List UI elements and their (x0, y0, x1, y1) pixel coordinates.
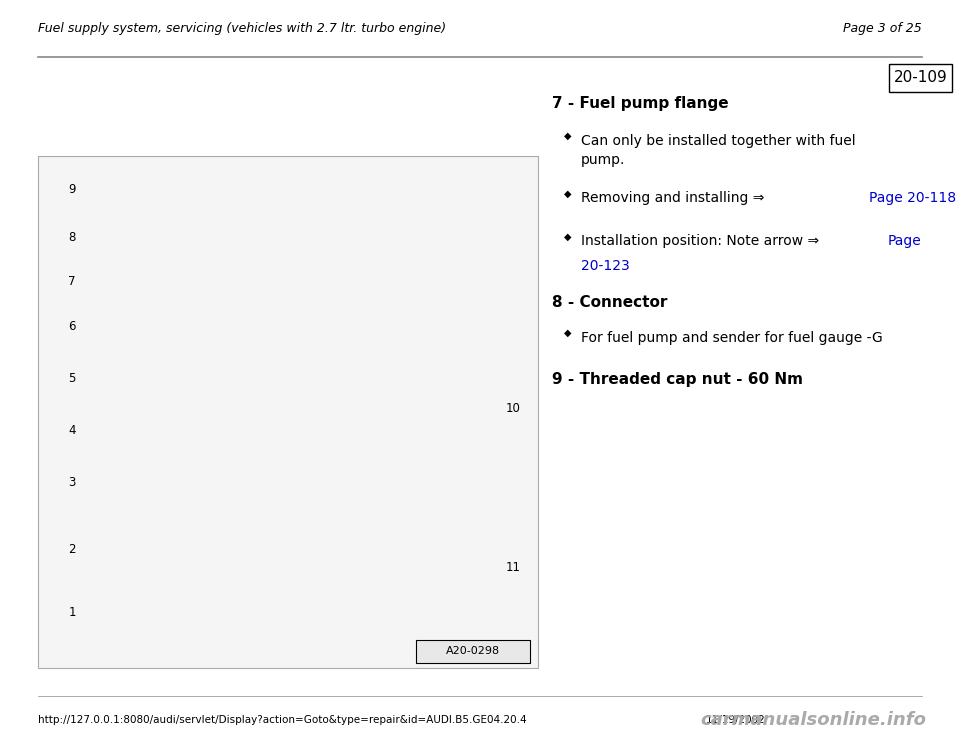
Text: 3: 3 (68, 476, 76, 489)
Text: 9: 9 (68, 183, 76, 196)
Text: For fuel pump and sender for fuel gauge -G: For fuel pump and sender for fuel gauge … (581, 331, 882, 345)
Text: 9 - Threaded cap nut - 60 Nm: 9 - Threaded cap nut - 60 Nm (552, 372, 803, 387)
Text: 11: 11 (506, 561, 521, 574)
Text: Installation position: Note arrow ⇒: Installation position: Note arrow ⇒ (581, 234, 824, 249)
Text: ◆: ◆ (564, 328, 571, 338)
Text: ◆: ◆ (564, 232, 571, 241)
Text: Removing and installing ⇒: Removing and installing ⇒ (581, 191, 769, 206)
Text: Page: Page (888, 234, 922, 249)
Text: 7: 7 (68, 275, 76, 289)
Text: 5: 5 (68, 372, 76, 385)
FancyBboxPatch shape (38, 156, 538, 668)
Text: 8: 8 (68, 231, 76, 244)
Text: 20-109: 20-109 (894, 70, 948, 85)
Text: http://127.0.0.1:8080/audi/servlet/Display?action=Goto&type=repair&id=AUDI.B5.GE: http://127.0.0.1:8080/audi/servlet/Displ… (38, 715, 527, 725)
Text: carmanualsonline.info: carmanualsonline.info (701, 711, 926, 729)
Text: Fuel supply system, servicing (vehicles with 2.7 ltr. turbo engine): Fuel supply system, servicing (vehicles … (38, 22, 446, 35)
Text: A20-0298: A20-0298 (446, 646, 500, 657)
Text: 4: 4 (68, 424, 76, 437)
Text: Page 3 of 25: Page 3 of 25 (843, 22, 922, 35)
Text: 10: 10 (506, 401, 521, 415)
Text: 20-123: 20-123 (581, 259, 630, 273)
Text: 8 - Connector: 8 - Connector (552, 295, 667, 310)
FancyBboxPatch shape (416, 640, 530, 663)
Text: 6: 6 (68, 320, 76, 333)
Text: ◆: ◆ (564, 188, 571, 198)
Text: 11/19/2002: 11/19/2002 (706, 715, 765, 725)
Text: 7 - Fuel pump flange: 7 - Fuel pump flange (552, 96, 729, 111)
Text: Page 20-118: Page 20-118 (869, 191, 956, 206)
Text: Can only be installed together with fuel
pump.: Can only be installed together with fuel… (581, 134, 855, 167)
Text: 1: 1 (68, 605, 76, 619)
Text: 2: 2 (68, 542, 76, 556)
Text: ◆: ◆ (564, 131, 571, 140)
FancyBboxPatch shape (889, 64, 952, 92)
